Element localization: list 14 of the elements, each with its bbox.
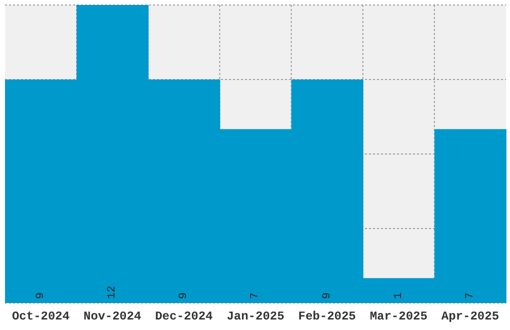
data-label: 7 — [464, 292, 476, 299]
x-tick-label: Mar-2025 — [370, 310, 428, 324]
x-tick-label: Dec-2024 — [155, 310, 213, 324]
data-label: 9 — [35, 292, 47, 299]
data-label: 7 — [250, 292, 262, 299]
x-tick-label: Jan-2025 — [226, 310, 284, 324]
x-tick-label: Feb-2025 — [298, 310, 356, 324]
x-tick-label: Apr-2025 — [441, 310, 500, 324]
x-tick-label: Oct-2024 — [12, 310, 70, 324]
data-label: 9 — [178, 292, 190, 299]
data-label: 9 — [321, 292, 334, 299]
x-tick-label: Nov-2024 — [84, 310, 142, 324]
data-label: 12 — [106, 286, 119, 299]
data-label: 1 — [392, 292, 405, 299]
